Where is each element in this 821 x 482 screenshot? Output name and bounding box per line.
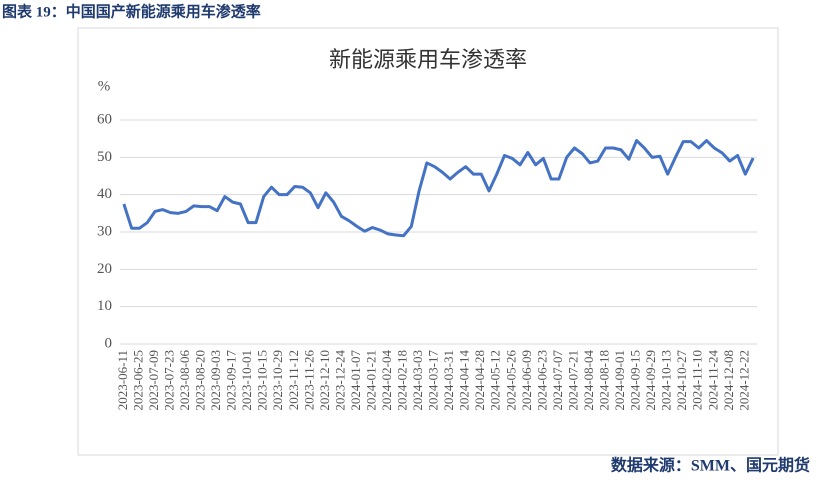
x-tick-label: 2024-02-18 — [395, 350, 410, 411]
x-tick-label: 2024-12-08 — [721, 350, 736, 411]
x-tick-label: 2024-07-07 — [550, 350, 565, 411]
x-tick-label: 2024-03-31 — [441, 350, 456, 411]
y-axis-label: % — [98, 78, 111, 94]
data-line — [122, 139, 755, 238]
x-tick-label: 2024-09-01 — [612, 350, 627, 411]
x-tick-label: 2024-05-12 — [488, 350, 503, 411]
x-tick-label: 2023-06-11 — [115, 350, 130, 410]
x-tick-label: 2024-05-26 — [503, 350, 518, 411]
x-tick-label: 2024-10-27 — [674, 350, 689, 411]
y-tick-label: 10 — [97, 298, 112, 314]
x-tick-label: 2023-10-01 — [239, 350, 254, 411]
x-tick-label: 2024-04-28 — [472, 350, 487, 411]
x-tick-label: 2024-09-29 — [643, 350, 658, 411]
x-tick-label: 2024-01-21 — [363, 350, 378, 411]
x-tick-label: 2023-10-29 — [270, 350, 285, 411]
x-tick-label: 2024-10-13 — [659, 350, 674, 411]
x-tick-label: 2023-06-25 — [130, 350, 145, 411]
x-tick-label: 2024-07-21 — [565, 350, 580, 411]
x-tick-label: 2023-11-26 — [301, 350, 316, 411]
x-tick-label: 2023-07-09 — [146, 350, 161, 411]
x-tick-label: 2024-04-14 — [457, 350, 472, 411]
x-tick-label: 2024-08-18 — [597, 350, 612, 411]
x-tick-label: 2024-06-23 — [534, 350, 549, 411]
x-tick-label: 2024-03-17 — [426, 350, 441, 411]
y-tick-label: 60 — [97, 111, 112, 127]
y-tick-label: 0 — [105, 335, 113, 351]
chart-title: 新能源乘用车渗透率 — [329, 47, 527, 72]
y-tick-label: 30 — [97, 223, 112, 239]
x-tick-label: 2024-11-24 — [705, 350, 720, 411]
x-tick-label: 2024-06-09 — [519, 350, 534, 411]
x-tick-label: 2023-09-03 — [208, 350, 223, 411]
x-tick-label: 2024-11-10 — [690, 350, 705, 410]
x-tick-label: 2024-09-15 — [628, 350, 643, 411]
x-tick-label: 2024-03-03 — [410, 350, 425, 411]
source: 数据来源：SMM、国元期货 — [611, 456, 810, 475]
x-tick-label: 2023-12-24 — [332, 350, 347, 411]
x-tick-label: 2024-12-22 — [736, 350, 751, 411]
x-tick-label: 2023-12-10 — [317, 350, 332, 411]
chart-frame — [77, 27, 779, 456]
y-tick-label: 50 — [97, 149, 112, 165]
x-tick-label: 2023-07-23 — [161, 350, 176, 411]
y-tick-label: 40 — [97, 186, 112, 202]
x-tick-label: 2023-08-20 — [193, 350, 208, 411]
y-tick-label: 20 — [97, 261, 112, 277]
x-tick-label: 2024-08-04 — [581, 350, 596, 411]
x-tick-label: 2023-08-06 — [177, 350, 192, 411]
x-tick-label: 2024-01-07 — [348, 350, 363, 411]
x-tick-label: 2023-09-17 — [224, 350, 239, 411]
x-tick-label: 2024-02-04 — [379, 350, 394, 411]
x-tick-label: 2023-10-15 — [255, 350, 270, 411]
caption: 图表 19：中国国产新能源乘用车渗透率 — [2, 2, 261, 20]
x-tick-label: 2023-11-12 — [286, 350, 301, 410]
